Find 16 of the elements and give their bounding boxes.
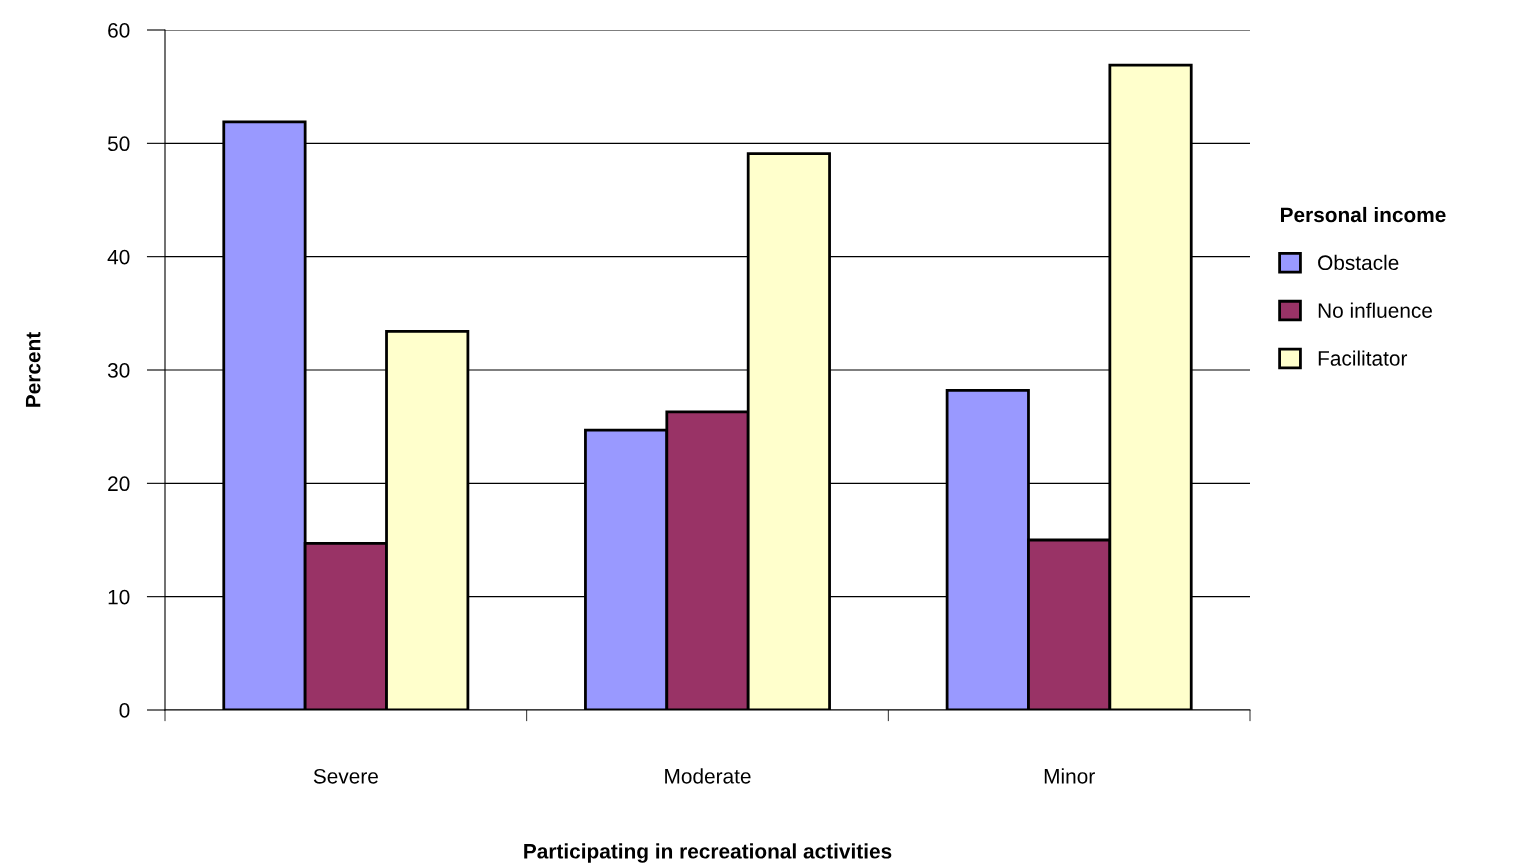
x-tick-label: Moderate: [665, 768, 751, 784]
y-tick-label: 60: [108, 23, 130, 38]
y-axis-title: Percent: [25, 332, 41, 407]
y-tick-label: 30: [107, 363, 130, 378]
y-tick-label: 40: [107, 249, 130, 265]
y-tick-label: 50: [107, 136, 130, 152]
legend-label: Facilitator: [1318, 350, 1408, 366]
legend-label: No influence: [1318, 302, 1432, 318]
y-tick-label: 10: [108, 589, 130, 605]
x-tick-label: Severe: [313, 768, 378, 784]
y-tick-label: 20: [108, 476, 130, 492]
y-tick-label: 0: [119, 703, 130, 718]
x-axis-title: Participating in recreational activities: [524, 843, 892, 863]
legend-title: Personal income: [1280, 206, 1446, 223]
x-tick-label: Minor: [1044, 768, 1095, 784]
legend-label: Obstacle: [1318, 254, 1399, 271]
